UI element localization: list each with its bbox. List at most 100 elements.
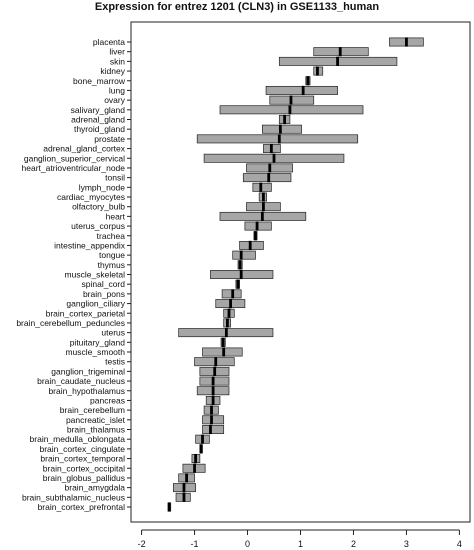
median-marker — [277, 134, 281, 144]
range-box — [262, 124, 302, 134]
category-label: trachea — [97, 231, 126, 241]
category-label: uterus — [101, 328, 125, 338]
category-label: brain_hypothalamus — [48, 386, 125, 396]
category-label: heart_atrioventricular_node — [22, 163, 126, 173]
category-row: brain_cerebellum_peduncles — [16, 318, 231, 328]
category-label: salivary_gland — [71, 105, 126, 115]
category-row: brain_globus_pallidus — [43, 473, 195, 483]
median-marker — [167, 502, 171, 512]
category-row: brain_amygdala — [65, 483, 196, 493]
median-marker — [259, 182, 263, 192]
category-row: brain_subthalamic_nucleus — [22, 492, 191, 502]
category-label: kidney — [100, 66, 125, 76]
median-marker — [239, 250, 243, 260]
category-row: brain_caudate_nucleus — [37, 376, 230, 386]
category-row: ganglion_superior_cervical — [24, 153, 345, 163]
median-marker — [272, 153, 276, 163]
category-label: thyroid_gland — [74, 124, 125, 134]
category-label: ganglion_superior_cervical — [24, 153, 125, 163]
category-label: muscle_skeletal — [65, 270, 126, 280]
range-box — [232, 250, 256, 260]
category-label: adrenal_gland — [71, 115, 125, 125]
category-label: ovary — [104, 95, 126, 105]
category-label: cardiac_myocytes — [57, 192, 125, 202]
category-row: olfactory_bulb — [72, 202, 281, 212]
category-row: tonsil — [105, 173, 292, 183]
category-label: brain_cortex_parietal — [46, 308, 125, 318]
median-marker — [209, 424, 212, 435]
category-label: olfactory_bulb — [72, 202, 125, 212]
median-marker — [224, 328, 228, 338]
category-row: brain_cortex_occipital — [43, 463, 206, 473]
median-marker — [193, 463, 196, 473]
category-label: tongue — [99, 250, 125, 260]
median-marker — [211, 376, 215, 386]
category-row: brain_cortex_cingulate — [39, 444, 203, 454]
median-marker — [214, 357, 218, 367]
median-marker — [211, 395, 215, 406]
category-row: brain_cortex_prefrontal — [38, 502, 172, 512]
category-label: brain_subthalamic_nucleus — [22, 492, 125, 502]
median-marker — [236, 279, 240, 289]
median-marker — [238, 260, 242, 270]
median-marker — [260, 211, 264, 221]
category-row: salivary_gland — [71, 105, 364, 115]
range-box — [242, 173, 292, 183]
median-marker — [316, 66, 319, 76]
category-label: heart — [106, 211, 126, 221]
median-marker — [221, 337, 225, 347]
category-row: brain_cerebellum — [60, 405, 219, 415]
median-marker — [227, 308, 231, 318]
median-marker — [213, 366, 217, 376]
category-label: brain_cerebellum — [60, 405, 125, 415]
category-row: thymus — [98, 260, 243, 270]
category-row: brain_medulla_oblongata — [30, 434, 210, 444]
category-row: pancreas — [90, 395, 221, 406]
category-label: adrenal_gland_cortex — [43, 144, 126, 154]
category-label: brain_globus_pallidus — [43, 473, 125, 483]
category-label: prostate — [94, 134, 125, 144]
category-row: bone_marrow — [73, 76, 311, 86]
category-row: lymph_node — [79, 182, 272, 192]
category-row: tongue — [99, 250, 256, 260]
median-marker — [338, 47, 342, 57]
category-row: uterus — [101, 328, 274, 338]
category-label: lung — [109, 85, 125, 95]
median-marker — [201, 434, 204, 444]
category-row: ganglion_trigeminal — [51, 366, 230, 376]
category-row: brain_hypothalamus — [48, 386, 230, 396]
category-row: lung — [109, 85, 338, 95]
category-row: adrenal_gland_cortex — [43, 144, 281, 154]
x-tick-label: -1 — [191, 539, 199, 549]
category-row: ganglion_ciliary — [66, 299, 246, 309]
category-label: brain_cortex_temporal — [40, 454, 125, 464]
category-label: bone_marrow — [73, 76, 126, 86]
median-marker — [262, 202, 265, 212]
category-row: pituitary_gland — [70, 337, 226, 347]
category-label: brain_caudate_nucleus — [37, 376, 125, 386]
category-label: liver — [109, 47, 125, 57]
category-row: brain_thalamus — [67, 424, 225, 435]
median-marker — [255, 221, 259, 231]
median-marker — [268, 163, 272, 173]
median-marker — [182, 492, 186, 502]
plot-frame — [130, 21, 471, 523]
category-label: pancreas — [90, 395, 125, 405]
category-label: brain_pons — [83, 289, 125, 299]
category-label: brain_cortex_cingulate — [39, 444, 125, 454]
category-label: placenta — [93, 37, 125, 47]
x-tick-label: 1 — [298, 539, 303, 549]
category-label: ganglion_trigeminal — [51, 366, 125, 376]
category-row: cardiac_myocytes — [57, 192, 267, 202]
range-box — [219, 105, 364, 115]
median-marker — [210, 415, 213, 425]
category-row: adrenal_gland — [71, 115, 291, 125]
category-label: brain_cerebellum_peduncles — [16, 318, 125, 328]
median-marker — [222, 347, 226, 357]
category-row: skin — [110, 56, 398, 66]
median-marker — [194, 453, 198, 464]
category-label: thymus — [98, 260, 125, 270]
category-label: brain_medulla_oblongata — [30, 434, 126, 444]
category-label: ganglion_ciliary — [66, 299, 125, 309]
